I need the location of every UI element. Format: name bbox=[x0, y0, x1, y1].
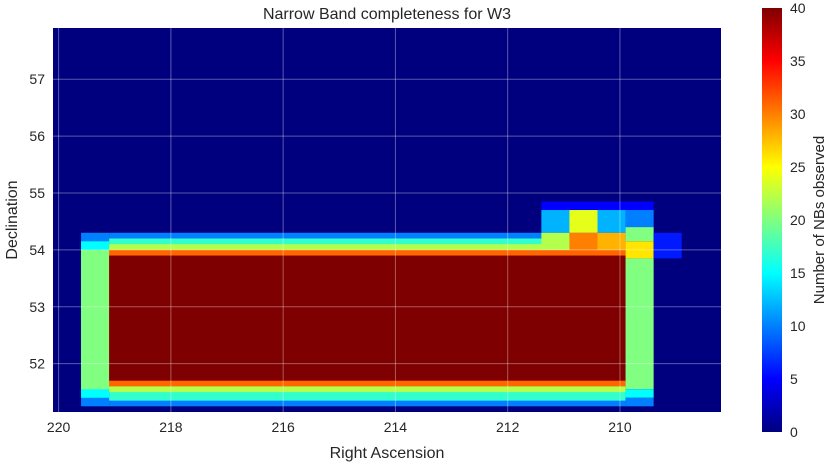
heatmap-cell-20 bbox=[653, 232, 682, 259]
heatmap-cell-11 bbox=[541, 232, 570, 250]
y-tick-label: 57 bbox=[29, 71, 45, 87]
heatmap-cell-13 bbox=[597, 232, 626, 250]
colorbar bbox=[762, 8, 782, 432]
x-tick-labels: 220 218 216 214 212 210 bbox=[47, 419, 632, 435]
colorbar-tick-label: 0 bbox=[790, 424, 798, 440]
x-tick-label: 216 bbox=[271, 419, 295, 435]
colorbar-tick-label: 15 bbox=[790, 265, 806, 281]
colorbar-tick-label: 5 bbox=[790, 371, 798, 387]
x-axis-label: Right Ascension bbox=[330, 445, 445, 462]
x-tick-label: 218 bbox=[159, 419, 183, 435]
x-tick-label: 220 bbox=[47, 419, 71, 435]
y-axis-label: Declination bbox=[4, 180, 21, 259]
y-tick-label: 53 bbox=[29, 299, 45, 315]
colorbar-tick-label: 40 bbox=[790, 0, 806, 16]
colorbar-tick-label: 35 bbox=[790, 53, 806, 69]
colorbar-tick-label: 10 bbox=[790, 318, 806, 334]
heatmap-cell-2 bbox=[81, 249, 110, 390]
heatmap-cells bbox=[81, 201, 682, 407]
y-tick-label: 54 bbox=[29, 242, 45, 258]
colorbar-tick-label: 30 bbox=[790, 106, 806, 122]
x-tick-label: 210 bbox=[608, 419, 632, 435]
heatmap-cell-19 bbox=[625, 397, 654, 407]
heatmap-cell-14 bbox=[625, 210, 654, 228]
heatmap-cell-16 bbox=[625, 241, 654, 259]
grid-lines bbox=[53, 28, 721, 412]
heatmap-cell-18 bbox=[625, 389, 654, 398]
heatmap-cell-7 bbox=[109, 255, 626, 381]
y-tick-label: 56 bbox=[29, 128, 45, 144]
heatmap-cell-12 bbox=[569, 232, 598, 250]
heatmap-cell-10 bbox=[569, 210, 598, 233]
x-tick-label: 212 bbox=[496, 419, 520, 435]
x-tick-label: 214 bbox=[384, 419, 408, 435]
y-tick-label: 52 bbox=[29, 356, 45, 372]
colorbar-tick-labels: 0 5 10 15 20 25 30 35 40 bbox=[790, 0, 806, 440]
y-tick-labels: 52 53 54 55 56 57 bbox=[29, 71, 45, 371]
heatmap-cell-17 bbox=[625, 258, 654, 390]
colorbar-label: Number of NBs observed bbox=[811, 136, 828, 304]
colorbar-tick-label: 25 bbox=[790, 159, 806, 175]
chart-title: Narrow Band completeness for W3 bbox=[263, 6, 511, 23]
y-tick-label: 55 bbox=[29, 185, 45, 201]
heatmap-cell-15 bbox=[625, 227, 654, 242]
colorbar-tick-label: 20 bbox=[790, 212, 806, 228]
